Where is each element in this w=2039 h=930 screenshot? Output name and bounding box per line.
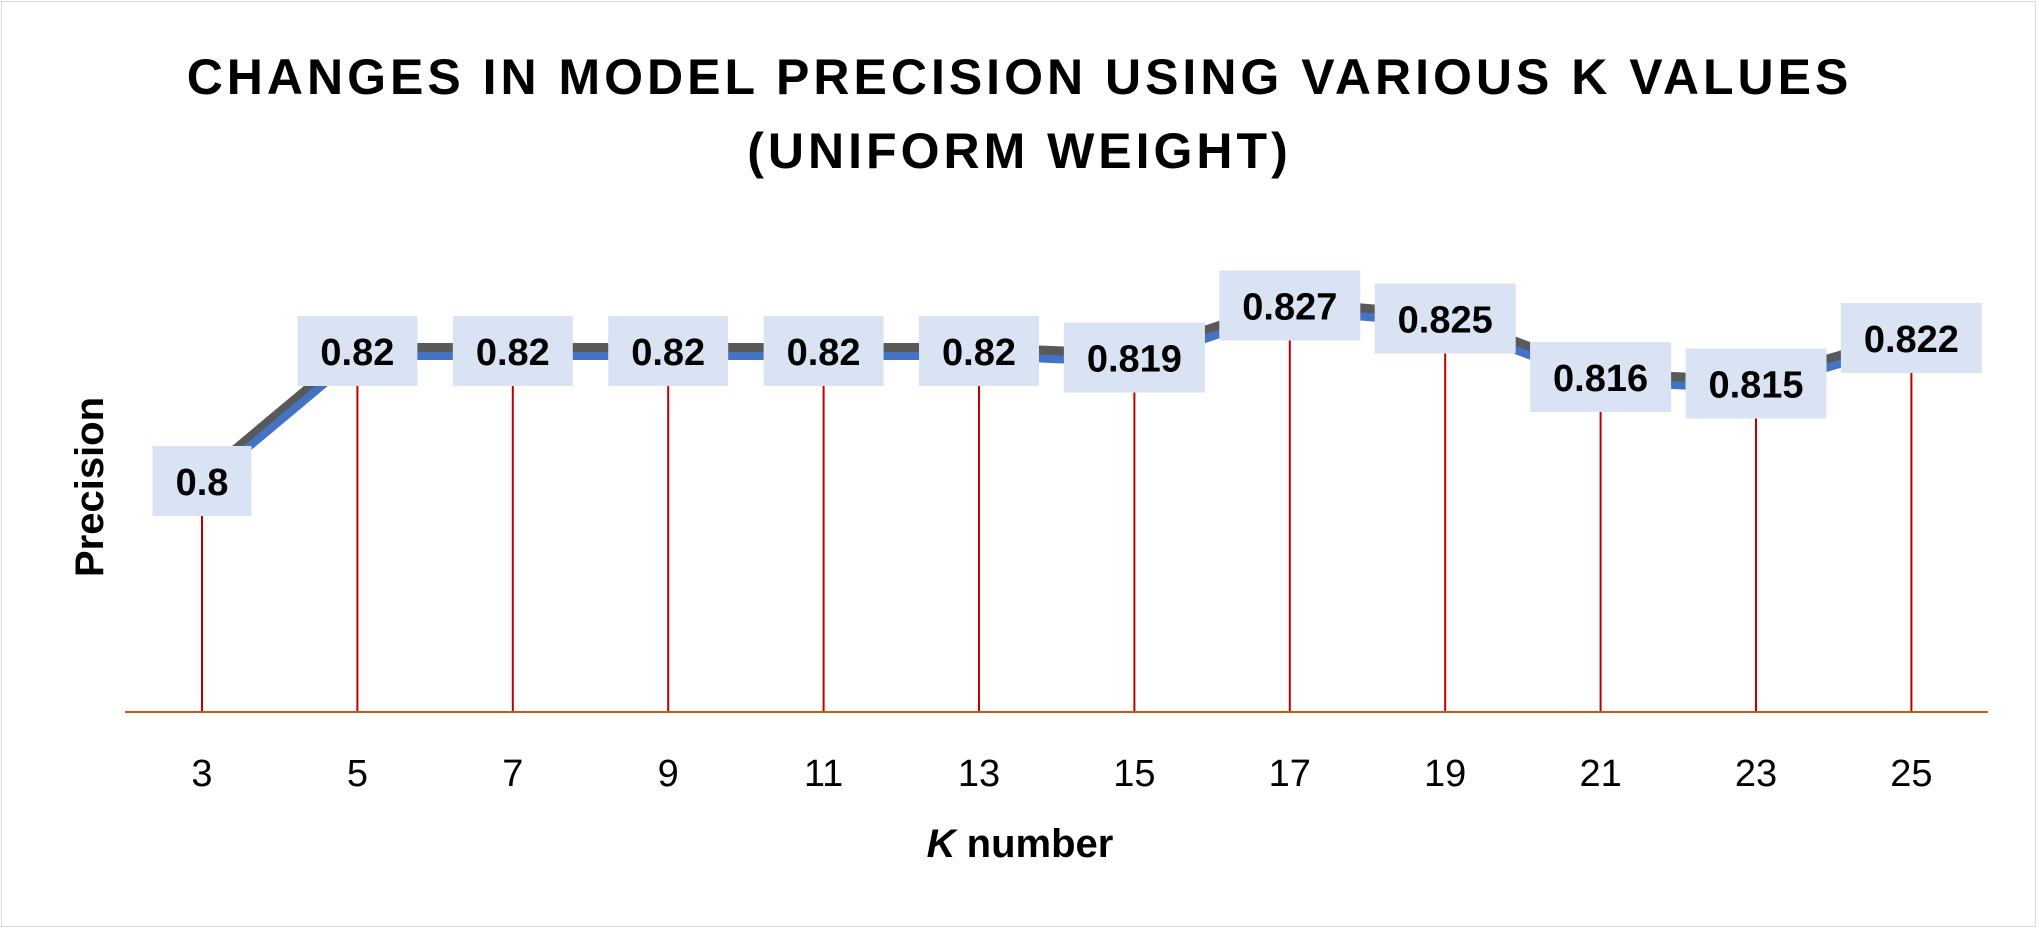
data-label-box — [1840, 303, 1982, 373]
data-label-text: 0.8 — [176, 462, 229, 504]
data-label-box — [452, 316, 573, 386]
chart-title-line1: CHANGES IN MODEL PRECISION USING VARIOUS… — [186, 49, 1853, 105]
x-tick-label: 21 — [1579, 753, 1621, 795]
x-tick-label: 7 — [502, 753, 523, 795]
data-label: 0.819 — [1063, 322, 1205, 393]
x-tick-label: 5 — [347, 753, 368, 795]
data-label-box — [152, 446, 252, 516]
x-tick-label: 15 — [1113, 753, 1155, 795]
data-label-text: 0.816 — [1553, 358, 1648, 400]
data-label-box — [763, 316, 884, 386]
data-label-box — [1219, 270, 1361, 341]
x-tick-label: 19 — [1424, 753, 1466, 795]
data-label: 0.825 — [1374, 283, 1516, 354]
data-label: 0.82 — [297, 316, 418, 386]
data-label: 0.82 — [452, 316, 573, 386]
x-tick-label: 25 — [1890, 753, 1932, 795]
data-label: 0.822 — [1840, 303, 1982, 373]
x-axis-label-rest: number — [956, 822, 1114, 866]
data-label-box — [919, 316, 1039, 386]
data-label: 0.827 — [1219, 270, 1361, 341]
data-label-text: 0.82 — [787, 332, 861, 374]
data-label-text: 0.825 — [1398, 300, 1493, 342]
x-tick-label: 17 — [1269, 753, 1311, 795]
data-label-text: 0.819 — [1087, 339, 1182, 381]
chart-title-line2: (UNIFORM WEIGHT) — [747, 123, 1292, 179]
data-label-box — [1685, 348, 1827, 419]
data-label: 0.82 — [919, 316, 1039, 386]
data-label-text: 0.827 — [1242, 287, 1337, 329]
data-label-text: 0.82 — [631, 332, 705, 374]
x-tick-label: 23 — [1735, 753, 1777, 795]
x-axis-label-italic: K — [927, 822, 959, 866]
data-label-box — [608, 316, 729, 386]
data-label: 0.8 — [152, 446, 252, 516]
data-label-text: 0.82 — [476, 332, 550, 374]
data-label-box — [1063, 322, 1205, 393]
data-label-box — [297, 316, 418, 386]
x-tick-label: 3 — [191, 753, 212, 795]
data-label: 0.816 — [1530, 342, 1672, 412]
data-label-text: 0.82 — [320, 332, 394, 374]
x-tick-label: 13 — [958, 753, 1000, 795]
data-labels: 0.8 0.82 0.82 0.82 0.82 0.82 0.819 0.827 0.825 0.… — [152, 270, 1982, 516]
data-label: 0.815 — [1685, 348, 1827, 419]
y-axis-label: Precision — [68, 397, 112, 577]
x-tick-labels: 3 5 7 9 11 13 15 17 19 21 23 25 — [191, 753, 1932, 795]
data-label-box — [1530, 342, 1672, 412]
chart-title: CHANGES IN MODEL PRECISION USING VARIOUS… — [0, 40, 2039, 188]
data-label: 0.82 — [608, 316, 729, 386]
data-label-text: 0.822 — [1864, 319, 1959, 361]
data-label-box — [1374, 283, 1516, 354]
drop-lines — [201, 306, 1913, 712]
x-axis-label: K number — [927, 822, 1114, 866]
x-tick-label: 11 — [804, 753, 843, 795]
data-label-text: 0.815 — [1708, 365, 1803, 407]
data-label-text: 0.82 — [942, 332, 1016, 374]
data-label: 0.82 — [763, 316, 884, 386]
x-tick-label: 9 — [658, 753, 679, 795]
